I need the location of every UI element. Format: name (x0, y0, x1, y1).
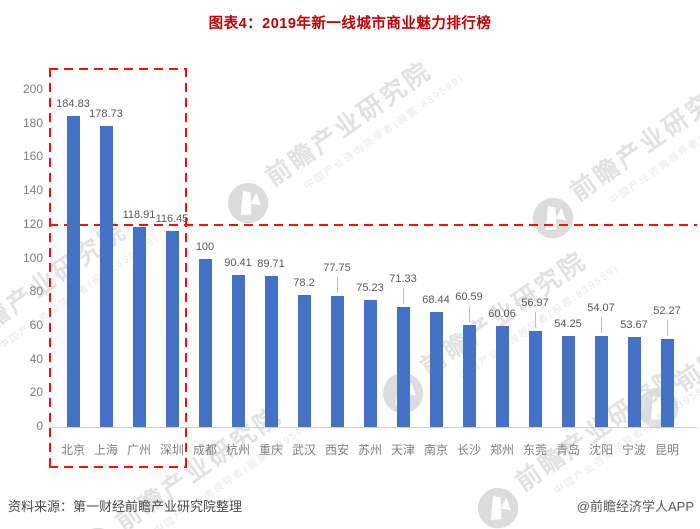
bar-武汉 (297, 295, 311, 427)
value-label: 178.73 (89, 107, 123, 120)
value-label: 90.41 (224, 256, 252, 269)
x-axis-label-苏州: 苏州 (357, 443, 382, 457)
value-label: 78.2 (293, 277, 315, 290)
x-axis-label-南京: 南京 (423, 443, 448, 457)
x-axis-label-长沙: 长沙 (456, 443, 481, 457)
y-axis-tick-label: 40 (29, 351, 43, 366)
value-label: 116.45 (155, 212, 189, 225)
x-axis-label-重庆: 重庆 (258, 443, 283, 457)
bar-上海 (99, 125, 113, 427)
qianzhan-watermark: 前瞻产业研究院中国产业咨询领导者(股票:839599) (215, 38, 467, 237)
qianzhan-logo-watermark (477, 487, 518, 528)
label-leader-line (403, 287, 404, 304)
value-label: 89.71 (257, 257, 285, 270)
x-axis-label-昆明: 昆明 (654, 443, 679, 457)
y-axis-tick-label: 20 (29, 385, 43, 400)
bar-成都 (198, 258, 212, 427)
x-axis-label-成都: 成都 (192, 443, 217, 457)
value-label: 54.25 (554, 317, 582, 330)
bar-广州 (132, 226, 146, 427)
y-axis-tick-label: 80 (29, 284, 43, 299)
x-axis-label-杭州: 杭州 (225, 443, 250, 457)
value-label: 68.44 (422, 293, 450, 306)
value-label: 77.75 (323, 261, 351, 274)
bar-天津 (396, 306, 410, 427)
watermark-sub-text: 中国产业咨询领导者(股票:839599) (302, 72, 467, 193)
bar-沈阳 (594, 335, 608, 427)
x-axis-label-西安: 西安 (324, 443, 349, 457)
value-label: 60.06 (488, 307, 516, 320)
bar-重庆 (264, 275, 278, 427)
y-axis-tick-label: 60 (29, 317, 43, 332)
y-axis-tick-label: 180 (22, 115, 43, 130)
reference-line-120 (49, 223, 697, 226)
y-axis-tick-label: 140 (22, 183, 43, 198)
value-label: 71.33 (389, 272, 417, 285)
x-axis-label-武汉: 武汉 (291, 443, 316, 457)
source-note: 资料来源：第一财经前瞻产业研究院整理 (8, 499, 243, 514)
label-leader-line (469, 305, 470, 322)
value-label: 100 (195, 240, 215, 253)
x-axis-label-郑州: 郑州 (489, 443, 514, 457)
label-leader-line (667, 319, 668, 336)
y-axis-tick-label: 200 (22, 82, 43, 96)
bar-宁波 (627, 336, 641, 427)
watermark-sub-text: 中国产业咨询领导者(股票:839599) (607, 87, 700, 208)
bar-青岛 (561, 335, 575, 427)
x-axis-label-宁波: 宁波 (621, 443, 646, 457)
qianzhan-logo-watermark (532, 197, 573, 238)
value-label: 60.59 (455, 290, 483, 303)
bar-苏州 (363, 300, 377, 427)
watermark-main-text: 前瞻产业研究院 (260, 56, 438, 192)
bar-东莞 (528, 331, 542, 427)
x-axis-label-天津: 天津 (390, 443, 415, 457)
value-label: 53.67 (620, 318, 648, 331)
y-axis-tick-label: 120 (22, 216, 43, 231)
value-label: 52.27 (653, 304, 681, 317)
bar-昆明 (660, 338, 674, 427)
bar-南京 (429, 311, 443, 427)
y-axis-tick-label: 100 (22, 250, 43, 265)
bar-深圳 (165, 230, 179, 427)
value-label: 54.07 (587, 301, 615, 314)
watermark-main-text: 前瞻产业研究院 (565, 71, 700, 207)
bar-长沙 (462, 324, 476, 427)
label-leader-line (535, 312, 536, 328)
credit-note: @前瞻经济学人APP (576, 499, 694, 514)
label-leader-line (601, 316, 602, 333)
y-axis-tick-label: 160 (22, 149, 43, 164)
y-axis-tick-label: 0 (36, 419, 43, 433)
qianzhan-watermark: 前瞻产业研究院中国产业咨询领导者(股票:839599) (520, 53, 700, 252)
x-axis-line (50, 427, 697, 428)
bar-杭州 (231, 274, 245, 427)
bar-北京 (66, 115, 80, 427)
value-label: 56.97 (521, 297, 549, 309)
qianzhan-logo-watermark (77, 527, 118, 529)
label-leader-line (337, 276, 338, 293)
value-label: 75.23 (356, 282, 384, 295)
x-axis-label-青岛: 青岛 (555, 443, 580, 457)
x-axis-label-沈阳: 沈阳 (588, 443, 613, 457)
x-axis-label-东莞: 东莞 (522, 443, 547, 457)
bar-西安 (330, 295, 344, 427)
bar-郑州 (495, 325, 509, 427)
chart-title: 图表4：2019年新一线城市商业魅力排行榜 (208, 16, 492, 32)
